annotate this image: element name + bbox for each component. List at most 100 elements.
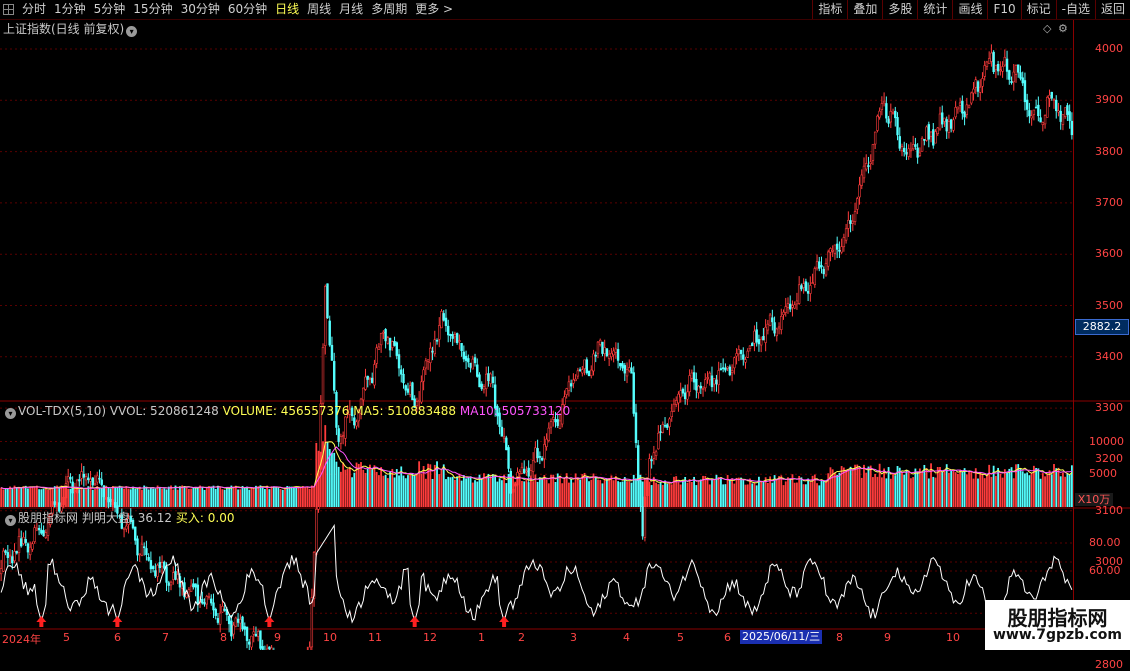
back-button[interactable]: 返回 (1094, 0, 1130, 19)
draw-line-button[interactable]: 画线 (952, 0, 987, 19)
volume-bar (963, 468, 966, 507)
candle-body (554, 419, 557, 423)
volume-bar (778, 476, 780, 507)
candle-body (350, 407, 354, 416)
volume-bar (800, 477, 803, 507)
mark-button[interactable]: 标记 (1020, 0, 1056, 19)
candle-body (844, 228, 848, 241)
candle-body (145, 548, 148, 556)
volume-bar (288, 486, 291, 507)
overlay-button[interactable]: 叠加 (847, 0, 882, 19)
volume-bar (699, 479, 702, 507)
grid-icon[interactable] (3, 4, 14, 15)
tab-period[interactable]: 周线 (307, 2, 332, 16)
volume-bar (970, 471, 973, 507)
candle-body (873, 131, 877, 145)
candle-body (480, 383, 483, 390)
volume-bar (1032, 465, 1035, 507)
volume-bar (304, 487, 307, 507)
volume-bar (407, 475, 409, 507)
volume-bar (465, 478, 467, 507)
chart-canvas[interactable] (0, 0, 1130, 650)
volume-bar (682, 480, 684, 507)
volume-bar (60, 485, 63, 507)
statistics-button[interactable]: 统计 (917, 0, 952, 19)
candle-body (1052, 99, 1056, 101)
volume-bar (820, 479, 823, 507)
candle-body (154, 570, 157, 577)
multi-stock-button[interactable]: 多股 (882, 0, 917, 19)
candle-body (2, 550, 5, 572)
candle-body (478, 374, 481, 388)
volume-bar (187, 488, 190, 507)
candle-body (397, 354, 401, 369)
f10-button[interactable]: F10 (987, 0, 1020, 19)
candle-body (987, 58, 991, 64)
candle-body (724, 367, 727, 371)
tab-period[interactable]: 1分钟 (54, 2, 86, 16)
volume-bar (326, 441, 329, 507)
volume-bar (959, 469, 962, 507)
candle-body (804, 281, 808, 292)
volume-bar (556, 473, 559, 507)
tab-period[interactable]: 30分钟 (180, 2, 220, 16)
candle-body (493, 384, 497, 409)
volume-bar (91, 489, 94, 507)
chevron-down-icon[interactable]: ▾ (5, 515, 16, 526)
tab-period[interactable]: 5分钟 (93, 2, 126, 16)
chevron-down-icon[interactable]: ▾ (5, 408, 16, 419)
candle-body (746, 350, 749, 358)
tab-more[interactable]: 更多 > (415, 2, 454, 16)
candle-body (706, 377, 709, 379)
candle-body (590, 369, 593, 376)
volume-bar (932, 476, 935, 507)
candle-body (415, 401, 419, 407)
diamond-icon[interactable]: ◇ (1043, 22, 1052, 35)
price-tick-label: 3500 (1095, 298, 1123, 312)
volume-bar (885, 478, 888, 507)
volume-bar (892, 473, 894, 507)
tab-period[interactable]: 60分钟 (227, 2, 268, 16)
volume-bar (646, 477, 649, 507)
settings-icon[interactable]: ⚙ (1058, 22, 1068, 35)
candle-body (552, 417, 555, 420)
volume-bar (170, 485, 172, 507)
price-tick-label: 3100 (1095, 503, 1123, 517)
candle-body (362, 387, 365, 401)
volume-bar (952, 471, 955, 507)
indicator-button[interactable]: 指标 (812, 0, 847, 19)
date-tick-label: 9 (884, 631, 891, 644)
candle-body (699, 385, 703, 389)
candle-body (127, 518, 130, 525)
candle-body (659, 431, 662, 433)
tab-period[interactable]: 多周期 (371, 2, 408, 16)
tab-period[interactable]: 15分钟 (133, 2, 173, 16)
volume-bar (644, 478, 646, 507)
candle-body (411, 382, 414, 401)
candle-body (17, 536, 21, 553)
volume-bar (1012, 478, 1015, 507)
volume-bar (997, 467, 1000, 507)
volume-bar (67, 488, 70, 507)
candle-body (936, 127, 939, 134)
tab-period-active[interactable]: 日线 (275, 2, 300, 16)
candle-body (373, 364, 376, 386)
chevron-down-icon[interactable]: ▾ (126, 26, 138, 37)
tab-period[interactable]: 分时 (22, 2, 47, 16)
candle-body (880, 103, 884, 110)
candle-body (563, 396, 566, 406)
volume-bar (120, 487, 123, 507)
watchlist-button[interactable]: -自选 (1055, 0, 1095, 19)
volume-bar (243, 487, 246, 507)
volume-bar (818, 485, 821, 507)
candle-body (406, 388, 410, 393)
tab-period[interactable]: 月线 (339, 2, 364, 16)
candle-body (471, 358, 474, 370)
candle-body (666, 424, 669, 428)
candle-body (491, 376, 495, 383)
volume-bar (594, 476, 597, 507)
volume-bar (154, 488, 157, 507)
volume-bar (228, 487, 231, 507)
candle-body (990, 52, 993, 62)
volume-bar (834, 472, 836, 507)
